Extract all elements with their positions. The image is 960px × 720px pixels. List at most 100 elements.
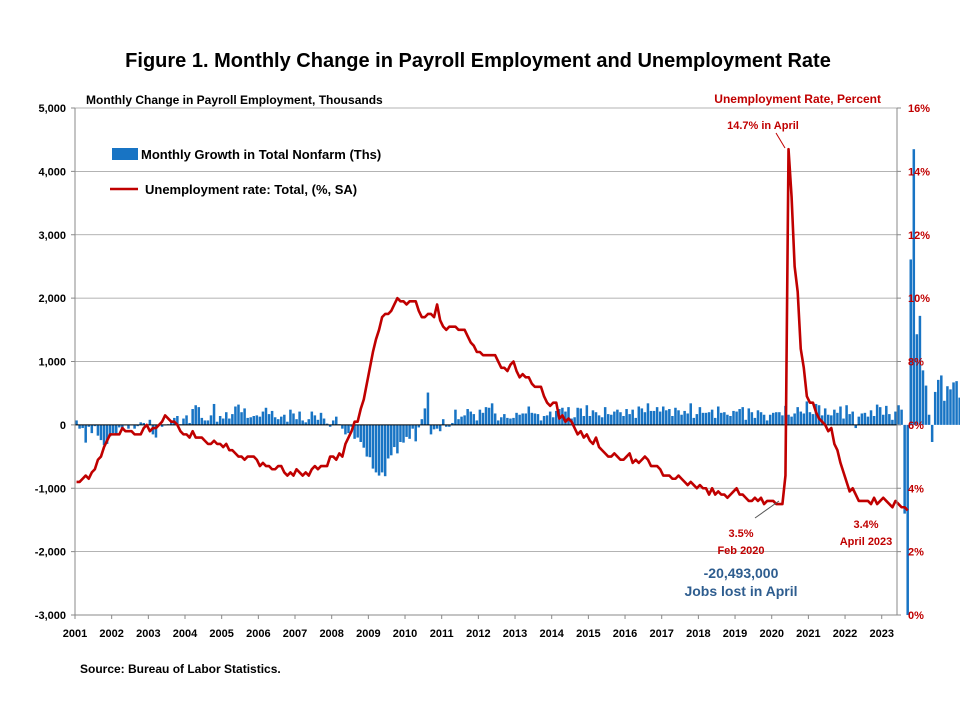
feb2020-leader [754,500,780,519]
payroll-bar [768,414,772,425]
right-axis-title: Unemployment Rate, Percent [714,92,881,106]
payroll-bar [454,409,457,425]
payroll-bar [839,406,842,425]
payroll-bar [441,419,445,425]
payroll-bar [451,422,454,425]
payroll-bar [640,408,644,425]
payroll-bar [845,405,848,425]
payroll-bar [882,414,885,425]
payroll-bar [414,424,417,442]
left-tick-label: -1,000 [35,483,66,495]
payroll-bar [445,424,448,427]
payroll-bar [652,410,656,425]
unemployment-line [76,147,909,512]
payroll-bar [209,415,213,425]
payroll-bar [603,407,607,425]
payroll-bar [759,412,763,425]
payroll-bar [915,334,919,425]
payroll-bar [860,413,864,425]
source-note: Source: Bureau of Labor Statistics. [80,662,281,676]
payroll-bar [533,413,537,425]
payroll-bar [472,414,476,425]
right-tick-label: 0% [908,610,924,622]
payroll-bar [276,419,280,425]
payroll-bar [701,412,705,425]
apr2023-value: 3.4% [853,519,878,531]
x-tick-label: 2001 [63,628,87,640]
payroll-bar [170,422,173,425]
payroll-bar [741,407,744,425]
payroll-bar [542,416,546,425]
payroll-bar [362,424,366,448]
right-tick-label: 6% [908,420,924,432]
payroll-bar [805,401,809,425]
payroll-bar [81,424,84,429]
payroll-bar [723,412,726,425]
payroll-bar [762,414,766,425]
payroll-bar [787,414,790,425]
payroll-bar [341,424,344,429]
payroll-bar [875,404,879,425]
payroll-bar [643,412,647,425]
payroll-bar [234,406,237,425]
payroll-bar [463,415,466,425]
payroll-bar [322,418,326,425]
payroll-bar [949,389,952,425]
left-tick-label: -3,000 [35,610,66,622]
payroll-bar [826,414,830,425]
payroll-bar [457,419,460,425]
payroll-bar [600,417,604,425]
payroll-bar [729,416,732,425]
payroll-bar [619,412,622,425]
payroll-bar [496,420,500,425]
payroll-bar [347,424,350,434]
payroll-bar [909,259,913,425]
right-tick-label: 10% [908,293,930,305]
bar-series [75,149,960,616]
payroll-bar [573,417,576,425]
payroll-bar [606,414,610,425]
payroll-bar [182,418,185,425]
payroll-bar [802,413,806,425]
payroll-bar [585,405,589,425]
payroll-bar [487,407,491,425]
payroll-bar [927,414,931,425]
payroll-bar [713,417,717,425]
payroll-bar [891,419,894,425]
payroll-bar [423,408,427,425]
payroll-bar [160,424,164,427]
payroll-bar [616,409,619,425]
payroll-bar [597,415,601,425]
payroll-bar [87,424,91,427]
left-tick-label: 5,000 [38,103,66,115]
x-tick-label: 2002 [99,628,123,640]
payroll-bar [261,411,265,425]
payroll-bar [811,414,815,425]
payroll-bar [402,424,405,443]
legend-line-label: Unemployment rate: Total, (%, SA) [145,182,357,197]
payroll-bar [105,424,109,444]
payroll-bar [888,414,891,425]
payroll-bar [469,411,472,425]
payroll-bar [872,416,876,425]
payroll-bar [102,424,106,446]
x-tick-label: 2009 [356,628,380,640]
payroll-bar [695,414,699,425]
x-tick-label: 2016 [613,628,637,640]
x-tick-label: 2007 [283,628,307,640]
payroll-bar [99,424,103,441]
payroll-bar [203,420,207,425]
payroll-bar [551,417,555,425]
payroll-bar [267,414,271,425]
payroll-bar [937,379,940,425]
peak-leader [775,132,786,149]
left-axis-ticks: -3,000 -2,000 -1,000 0 1,000 2,000 3,000 4,000 5… [35,103,75,622]
payroll-bar [500,417,503,425]
payroll-bar [243,408,246,425]
payroll-bar [665,410,668,425]
payroll-bar [273,417,277,425]
x-axis-ticks: 2001 2002 2003 2004 2005 2006 2007 2008 2009 2010… [63,615,894,640]
right-tick-label: 2% [908,547,924,559]
payroll-bar [781,415,784,425]
payroll-bar [380,424,384,473]
